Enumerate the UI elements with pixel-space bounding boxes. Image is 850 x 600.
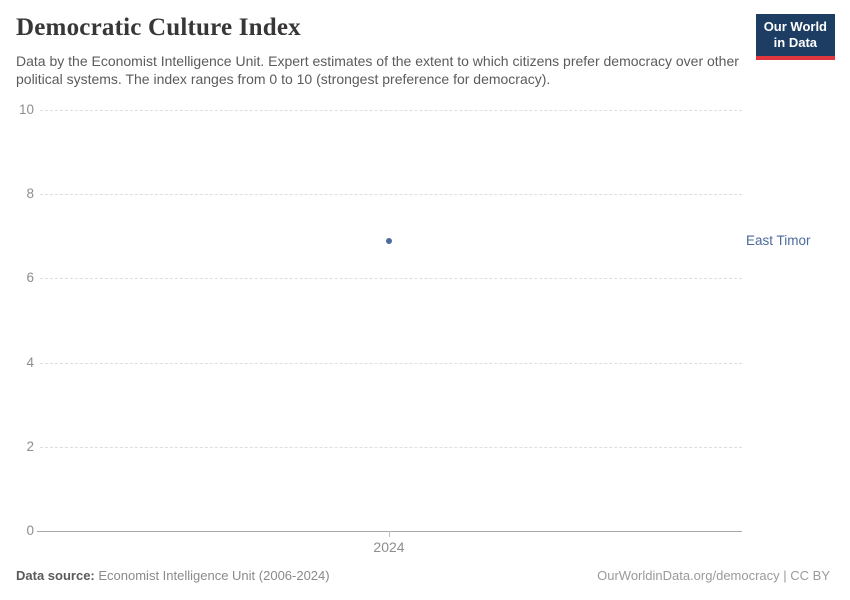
y-axis-tick-label: 8 <box>26 186 34 202</box>
data-point[interactable] <box>386 238 392 245</box>
data-source-label: Data source: <box>16 568 95 583</box>
y-axis-tick-label: 10 <box>18 102 34 117</box>
page-title: Democratic Culture Index <box>16 14 301 41</box>
owid-logo-line1: Our World <box>763 19 827 34</box>
gridline <box>40 362 742 364</box>
y-axis-tick-label: 0 <box>26 523 34 538</box>
gridline <box>40 194 742 196</box>
x-axis-tick-mark <box>389 531 390 537</box>
gridline <box>40 110 742 111</box>
gridline <box>40 278 742 280</box>
data-source-text: Economist Intelligence Unit (2006-2024) <box>94 568 330 583</box>
gridline <box>40 446 742 448</box>
y-axis-tick-label: 6 <box>26 270 34 286</box>
owid-url-link[interactable]: OurWorldinData.org/democracy | CC BY <box>597 568 830 583</box>
x-axis-tick-label: 2024 <box>373 539 405 555</box>
owid-logo-line2: in Data <box>773 35 818 51</box>
y-axis-tick-label: 2 <box>26 438 34 454</box>
entity-label: East Timor <box>746 233 811 249</box>
y-axis-tick-label: 4 <box>26 354 34 370</box>
data-source-note: Data source: Economist Intelligence Unit… <box>16 568 330 583</box>
owid-logo: Our World in Data <box>755 14 835 60</box>
chart-subtitle: Data by the Economist Intelligence Unit.… <box>16 53 739 88</box>
